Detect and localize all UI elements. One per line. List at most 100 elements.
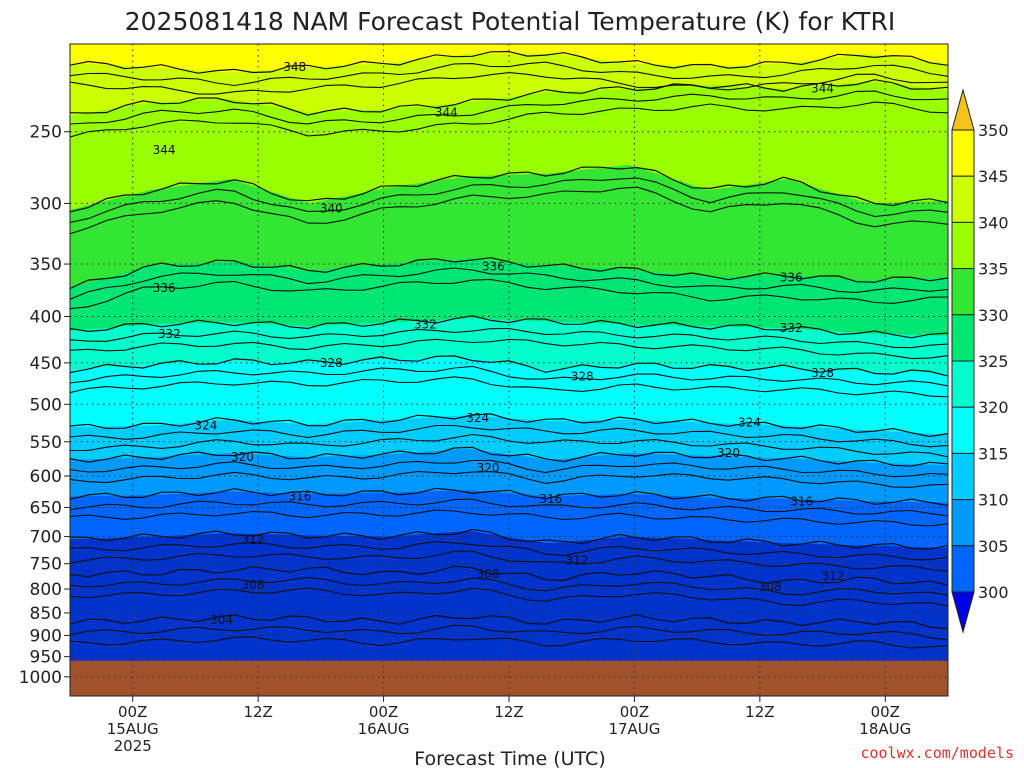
contour-minor-332-1	[70, 327, 948, 349]
contour-332	[70, 315, 948, 339]
y-tick-label: 300	[30, 194, 62, 214]
y-tick-label: 700	[30, 528, 62, 548]
contour-label: 324	[194, 419, 217, 433]
contour-label: 320	[231, 450, 254, 464]
colorbar-segment	[951, 129, 975, 177]
contour-label: 324	[738, 416, 761, 430]
contour-label: 328	[571, 370, 594, 384]
x-tick-label: 16AUG	[358, 720, 410, 738]
contour-label: 304	[210, 613, 233, 627]
colorbar-segment	[951, 452, 975, 501]
contour-minor-340-1	[70, 177, 948, 223]
contour-minor-328-2	[70, 376, 948, 398]
x-tick-label: 00Z	[620, 703, 649, 721]
y-tick-label: 500	[30, 395, 62, 415]
contour-label: 344	[811, 82, 834, 96]
contour-label: 328	[811, 366, 834, 380]
contour-label: 332	[780, 321, 803, 335]
contour-label: 344	[435, 105, 458, 119]
y-tick-label: 900	[30, 626, 62, 646]
contour-labels: 348 344 344 344 340 336 336 336 332 332 332 328 328 3…	[153, 60, 845, 627]
contour-label: 332	[414, 317, 437, 331]
contour-label: 316	[288, 489, 311, 503]
y-tick-label: 650	[30, 498, 62, 518]
y-tick-label: 400	[30, 308, 62, 328]
colorbar-segment	[951, 221, 975, 270]
colorbar-label: 310	[978, 491, 1009, 510]
y-tick-label: 450	[30, 354, 62, 374]
contour-minor-324-1	[70, 424, 948, 448]
colorbar-segment	[951, 499, 975, 547]
y-axis: 2503003504004505005506006507007508008509…	[19, 123, 70, 688]
contour-label: 336	[482, 259, 505, 273]
contour-minor-336-2	[70, 278, 948, 310]
contour-label: 316	[539, 492, 562, 506]
contour-minor-344-2	[70, 101, 948, 138]
y-tick-label: 550	[30, 433, 62, 453]
colorbar-label: 350	[978, 121, 1009, 140]
colorbar: 350 345 340 335 330 325 320 315 310 305 300	[951, 88, 1009, 634]
x-tick-label: 00Z	[871, 703, 900, 721]
colorbar-label: 335	[978, 260, 1009, 279]
grid-lines	[70, 44, 948, 696]
contour-label: 312	[241, 533, 264, 547]
colorbar-label: 340	[978, 213, 1009, 232]
colorbar-label: 325	[978, 352, 1009, 371]
colorbar-segment	[951, 175, 975, 223]
contour-minor-336-1	[70, 267, 948, 300]
colorbar-label: 305	[978, 537, 1009, 556]
colorbar-label: 330	[978, 306, 1009, 325]
chart-title: 2025081418 NAM Forecast Potential Temper…	[125, 7, 895, 36]
colorbar-segment	[951, 360, 975, 408]
y-tick-label: 350	[30, 255, 62, 275]
y-tick-label: 600	[30, 467, 62, 487]
x-tick-label: 18AUG	[859, 720, 911, 738]
contour-label: 308	[241, 578, 264, 592]
contour-label: 308	[477, 567, 500, 581]
colorbar-extend-min	[951, 591, 975, 634]
contour-label: 324	[466, 411, 489, 425]
x-tick-label: 12Z	[745, 703, 774, 721]
x-tick-label: 17AUG	[608, 720, 660, 738]
colorbar-label: 300	[978, 583, 1009, 602]
y-tick-label: 850	[30, 604, 62, 624]
contour-minor-304-1	[70, 624, 948, 641]
contour-320	[70, 446, 948, 467]
contour-label: 328	[320, 356, 343, 370]
contour-label: 332	[158, 327, 181, 341]
contour-label: 344	[153, 143, 176, 157]
contour-label: 340	[320, 202, 343, 216]
contour-label: 316	[790, 494, 813, 508]
y-tick-label: 950	[30, 648, 62, 668]
contour-label: 336	[153, 281, 176, 295]
contour-label: 320	[717, 446, 740, 460]
colorbar-label: 345	[978, 167, 1009, 186]
colorbar-label: 315	[978, 444, 1009, 463]
contour-label: 312	[565, 554, 588, 568]
x-tick-label: 12Z	[243, 703, 272, 721]
colorbar-segment	[951, 406, 975, 454]
y-tick-label: 1000	[19, 668, 62, 688]
x-tick-label: 00Z	[118, 703, 147, 721]
colorbar-segment	[951, 545, 975, 593]
contour-minor-316-2	[70, 509, 948, 527]
colorbar-label: 320	[978, 398, 1009, 417]
contour-label: 336	[780, 270, 803, 284]
credit-text: coolwx.com/models	[860, 744, 1014, 762]
contour-336	[70, 257, 948, 290]
contour-label: 320	[477, 461, 500, 475]
contour-minor-320-1	[70, 459, 948, 478]
contour-340	[70, 166, 948, 213]
colorbar-extend-max	[951, 88, 975, 131]
contour-minor-312-1	[70, 541, 948, 561]
colorbar-segment	[951, 314, 975, 362]
contour-minor-328-1	[70, 365, 948, 387]
y-tick-label: 800	[30, 580, 62, 600]
x-axis-label: Forecast Time (UTC)	[414, 748, 605, 768]
contour-label: 308	[759, 580, 782, 594]
y-tick-label: 750	[30, 555, 62, 575]
contour-minor-332-2	[70, 338, 948, 360]
